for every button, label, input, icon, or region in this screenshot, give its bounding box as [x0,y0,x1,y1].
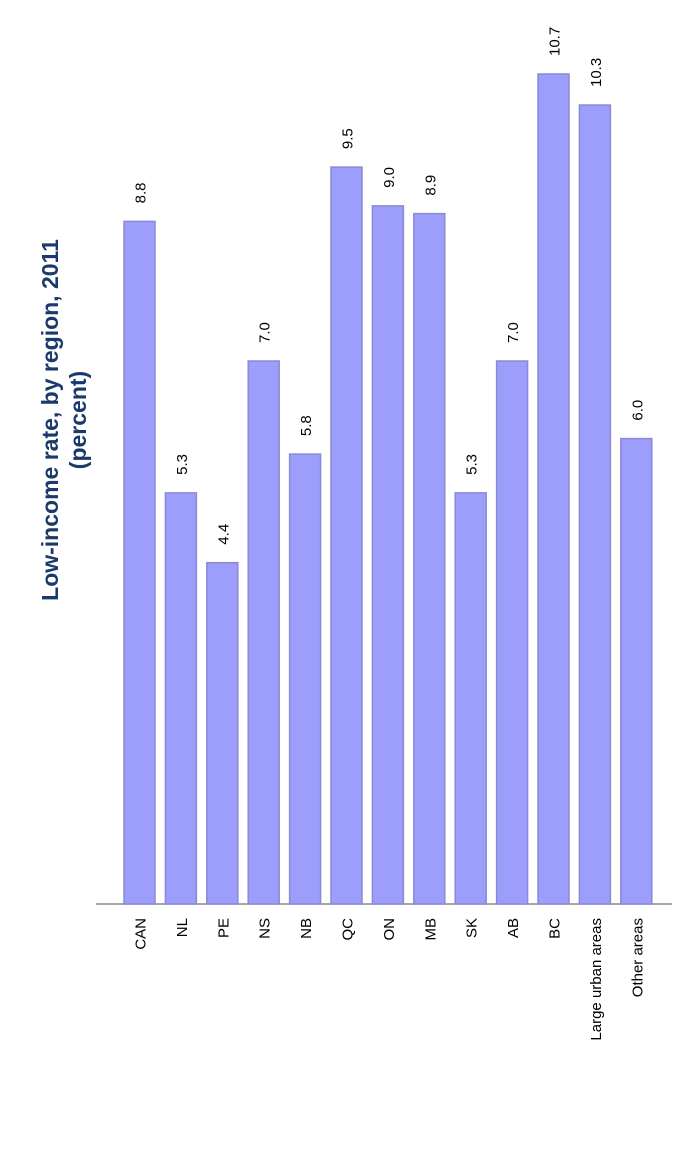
bar-can [123,220,156,905]
bar-ab [495,360,529,905]
bar-nb [288,453,322,905]
data-label: 5.3 [464,454,481,475]
plot-area: 8.8 CAN 5.3 NL 4.4 PE 7.0 NS 5.8 NB 9.5 QC 9.0 ON 8.9 M… [96,27,672,1041]
chart-title-group: Low-income rate, by region, 2011 (percen… [37,239,91,601]
chart-subtitle: (percent) [65,371,91,469]
data-label: 10.7 [547,27,564,56]
bar-other-areas [620,437,653,905]
bar-mb [413,212,446,905]
category-tick-label: Other areas [629,918,646,997]
category-tick-label: AB [505,918,522,938]
bar-on [371,205,405,905]
data-label: 8.9 [422,175,439,196]
data-label: 9.0 [381,167,398,188]
data-label: 6.0 [629,400,646,421]
data-label: 7.0 [505,322,522,343]
category-tick-label: Large urban areas [588,918,605,1041]
category-tick-label: NS [257,918,274,939]
category-tick-label: QC [340,918,357,941]
data-label: 9.5 [340,128,357,149]
category-tick-label: ON [381,918,398,941]
category-tick-label: CAN [133,918,150,950]
data-label: 5.3 [174,454,191,475]
data-label: 5.8 [298,415,315,436]
bar-nl [164,492,198,905]
data-label: 10.3 [588,58,605,87]
data-label: 4.4 [215,524,232,545]
bar-pe [206,561,239,905]
category-tick-label: PE [215,918,232,938]
bar-qc [330,166,363,905]
bar-ns [247,360,280,905]
category-tick-label: NL [174,918,191,937]
data-label: 8.8 [133,183,150,204]
category-tick-label: NB [298,918,315,939]
category-tick-label: MB [422,918,439,941]
chart-title: Low-income rate, by region, 2011 [37,239,63,601]
category-tick-label: BC [547,918,564,939]
bar-bc [537,73,570,905]
data-label: 7.0 [257,322,274,343]
bar-sk [454,492,487,905]
category-tick-label: SK [464,918,481,938]
bar-large-urban-areas [578,104,612,905]
